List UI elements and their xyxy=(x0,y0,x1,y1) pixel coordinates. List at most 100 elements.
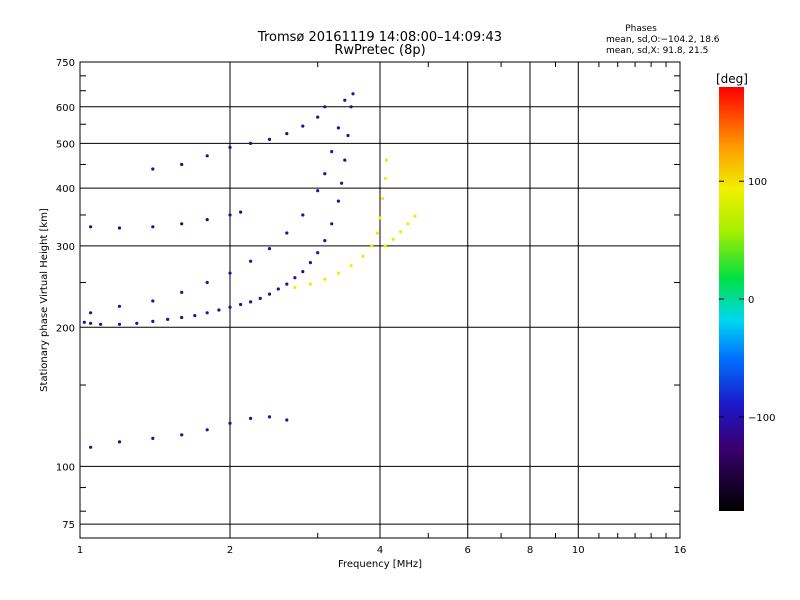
data-point xyxy=(258,296,262,300)
data-point xyxy=(336,199,340,203)
data-point xyxy=(375,231,379,235)
data-point xyxy=(276,287,280,291)
x-tick-label: 4 xyxy=(377,545,383,556)
data-point xyxy=(381,196,385,201)
data-point xyxy=(267,292,272,296)
data-point xyxy=(406,222,410,226)
data-point xyxy=(308,282,312,286)
x-tick-label: 2 xyxy=(227,545,233,556)
data-point xyxy=(316,189,320,193)
data-point xyxy=(82,320,86,324)
data-point xyxy=(330,222,334,226)
data-point xyxy=(340,181,344,185)
trace xyxy=(383,214,417,248)
data-point xyxy=(89,321,93,325)
data-point xyxy=(180,433,184,437)
data-point xyxy=(217,308,221,312)
data-point xyxy=(285,418,289,422)
data-point xyxy=(151,167,155,171)
data-point xyxy=(180,222,184,226)
data-point xyxy=(249,416,253,420)
data-point xyxy=(316,115,320,119)
x-tick-label: 1 xyxy=(77,545,83,556)
data-point xyxy=(391,237,395,241)
data-point xyxy=(301,213,305,217)
data-point xyxy=(135,321,139,325)
data-point xyxy=(285,132,289,136)
data-point xyxy=(343,98,347,102)
data-point xyxy=(301,270,305,274)
data-point xyxy=(413,214,417,218)
data-point xyxy=(89,311,93,315)
data-point xyxy=(316,251,320,255)
data-point xyxy=(228,145,232,149)
data-point xyxy=(384,158,388,162)
data-point xyxy=(349,105,353,109)
data-point xyxy=(228,271,232,275)
data-point xyxy=(205,311,209,315)
data-point xyxy=(180,290,184,294)
colorbar-tick-label: 100 xyxy=(748,177,767,188)
trace xyxy=(89,98,347,315)
data-point xyxy=(267,415,272,419)
data-point xyxy=(205,154,209,158)
data-point xyxy=(349,264,353,268)
data-point xyxy=(180,315,184,320)
data-point xyxy=(267,137,272,141)
x-tick-label: 16 xyxy=(674,545,687,556)
data-point xyxy=(205,218,209,222)
x-tick-label: 10 xyxy=(572,545,585,556)
data-point xyxy=(151,299,155,303)
data-point xyxy=(346,133,350,138)
data-point xyxy=(399,230,403,234)
data-point xyxy=(180,162,184,167)
data-point xyxy=(285,231,289,235)
trace xyxy=(151,105,327,171)
y-tick-label: 300 xyxy=(56,242,75,253)
data-point xyxy=(293,276,297,280)
data-point xyxy=(166,317,170,321)
data-point xyxy=(308,261,312,265)
chart-subtitle: RwPretec (8p) xyxy=(334,43,425,58)
data-point xyxy=(205,280,209,285)
data-point xyxy=(301,124,305,128)
trace xyxy=(293,158,388,289)
grid-lines xyxy=(80,62,680,538)
data-point xyxy=(383,176,387,180)
trace xyxy=(82,92,355,326)
data-point xyxy=(228,213,232,217)
data-point xyxy=(99,322,103,326)
phases-o-mode: mean, sd,O:−104.2, 18.6 xyxy=(606,35,720,45)
trace xyxy=(89,210,243,230)
data-point xyxy=(293,285,297,289)
colorbar-tick-label: 0 xyxy=(748,295,754,306)
data-point xyxy=(205,428,209,432)
data-point xyxy=(117,226,122,230)
data-point xyxy=(228,421,232,425)
data-point xyxy=(117,304,122,308)
data-point xyxy=(89,225,93,229)
data-point xyxy=(151,225,155,229)
data-point xyxy=(370,244,374,248)
data-point xyxy=(343,158,347,162)
data-points xyxy=(82,92,417,449)
data-point xyxy=(336,271,340,275)
data-point xyxy=(193,314,197,318)
y-axis-label: Stationary phase Virtual Height [km] xyxy=(39,208,50,392)
data-point xyxy=(267,247,272,251)
data-point xyxy=(323,172,327,176)
x-axis-label: Frequency [MHz] xyxy=(338,559,422,570)
y-tick-label: 400 xyxy=(56,184,75,195)
data-point xyxy=(228,305,232,309)
data-point xyxy=(323,105,327,109)
data-point xyxy=(330,150,334,154)
chart-title: Tromsø 20161119 14:08:00–14:09:43 xyxy=(257,30,502,45)
colorbar-label: [deg] xyxy=(716,72,748,86)
data-point xyxy=(361,254,365,258)
x-tick-label: 6 xyxy=(465,545,471,556)
colorbar-ticks: 100 0 −100 xyxy=(719,177,775,424)
data-point xyxy=(239,302,243,307)
y-tick-label: 750 xyxy=(56,58,75,69)
y-tick-label: 600 xyxy=(56,103,75,114)
